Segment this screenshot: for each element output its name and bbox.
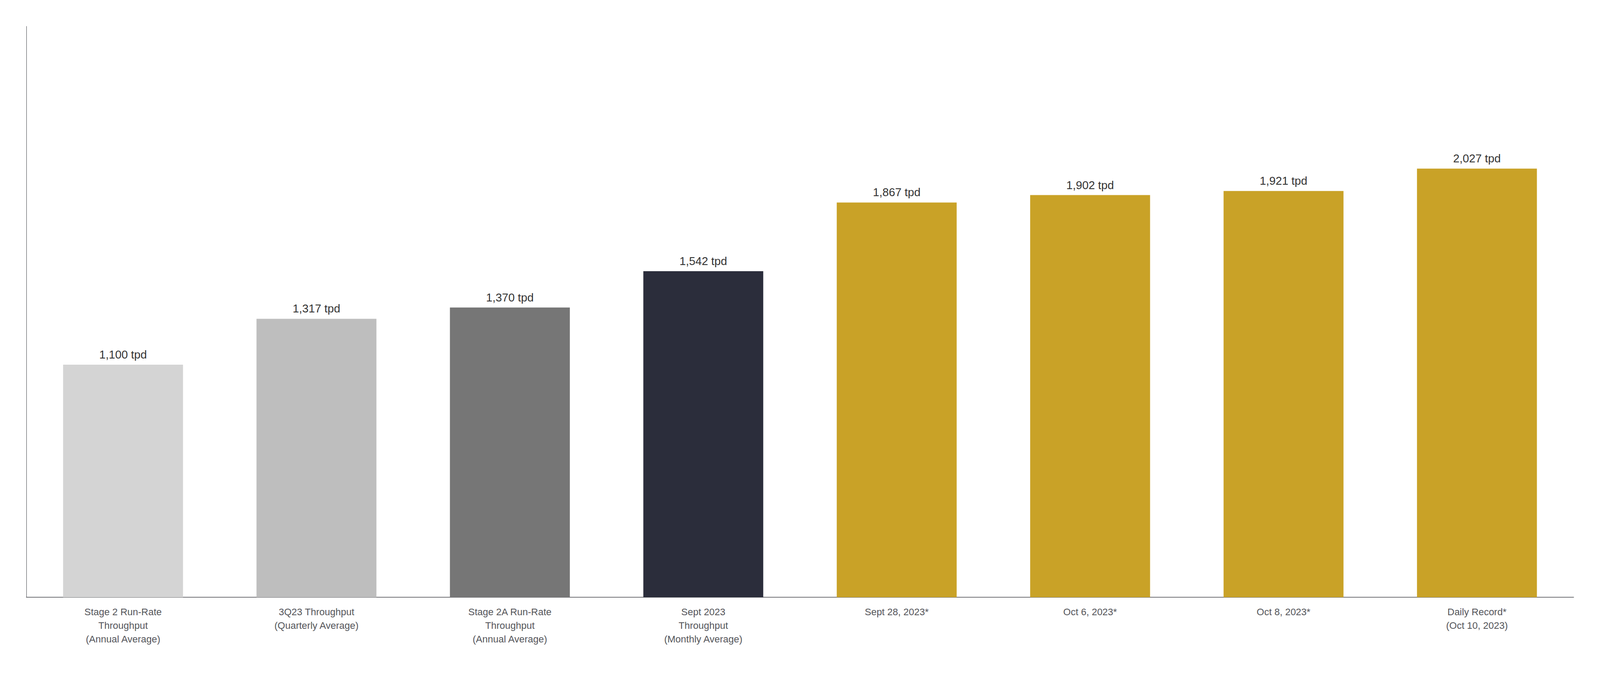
svg-text:2,027 tpd: 2,027 tpd: [1453, 151, 1501, 166]
svg-text:Stage 2 Run-Rate: Stage 2 Run-Rate: [84, 606, 162, 618]
svg-text:1,100 tpd: 1,100 tpd: [99, 348, 147, 362]
svg-text:Throughput: Throughput: [98, 620, 148, 632]
svg-text:(Monthly Average): (Monthly Average): [664, 634, 743, 646]
svg-text:(Oct 10, 2023): (Oct 10, 2023): [1445, 620, 1508, 632]
svg-text:Throughput: Throughput: [678, 620, 728, 632]
svg-text:1,867 tpd: 1,867 tpd: [872, 185, 921, 199]
svg-text:1,902 tpd: 1,902 tpd: [1066, 178, 1114, 192]
svg-text:(Annual Average): (Annual Average): [472, 634, 548, 646]
svg-text:1,370 tpd: 1,370 tpd: [486, 291, 534, 305]
svg-text:3Q23 Throughput: 3Q23 Throughput: [278, 606, 355, 618]
svg-text:1,542 tpd: 1,542 tpd: [679, 254, 728, 268]
svg-text:(Annual Average): (Annual Average): [85, 634, 161, 646]
svg-text:Stage 2A Run-Rate: Stage 2A Run-Rate: [468, 606, 552, 618]
svg-text:Throughput: Throughput: [485, 620, 535, 632]
svg-text:Sept 28, 2023*: Sept 28, 2023*: [864, 606, 929, 618]
svg-text:Oct 8, 2023*: Oct 8, 2023*: [1256, 606, 1311, 618]
svg-text:1,317 tpd: 1,317 tpd: [292, 302, 341, 316]
svg-text:(Quarterly Average): (Quarterly Average): [274, 620, 359, 632]
svg-text:1,921 tpd: 1,921 tpd: [1259, 174, 1308, 188]
svg-text:Daily Record*: Daily Record*: [1447, 606, 1507, 618]
svg-text:Oct 6, 2023*: Oct 6, 2023*: [1063, 606, 1118, 618]
svg-text:Sept 2023: Sept 2023: [681, 606, 726, 618]
